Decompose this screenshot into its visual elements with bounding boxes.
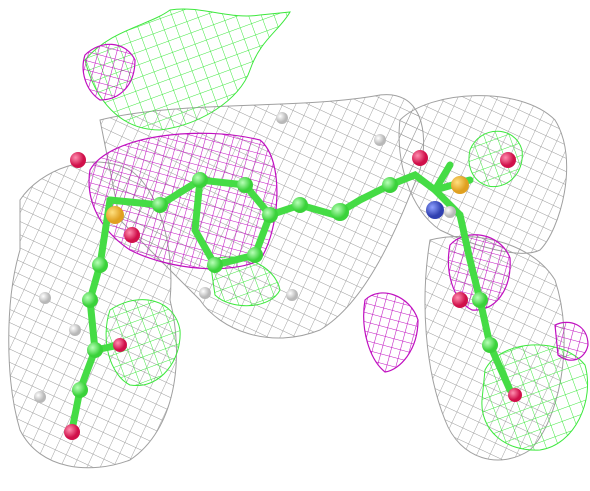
hydrogen-atom [34,391,46,403]
oxygen-atom [452,292,468,308]
carbon-atom [82,292,98,308]
oxygen-atom [124,227,140,243]
carbon-atom [482,337,498,353]
sulfur-atom [451,176,469,194]
carbon-atom [92,257,108,273]
hydrogen-atom [444,206,456,218]
carbon-atom [87,342,103,358]
carbon-atom [472,292,488,308]
carbon-atom [247,247,263,263]
hydrogen-atom [69,324,81,336]
page: Electron density map {} html, body { mar… [0,0,590,491]
oxygen-atom [500,152,516,168]
carbon-atom [292,197,308,213]
hydrogen-atom [39,292,51,304]
carbon-atom [152,197,168,213]
sulfur-atom [106,206,124,224]
oxygen-atom [64,424,80,440]
carbon-atom [262,207,278,223]
hydrogen-atom [276,112,288,124]
carbon-atom [207,257,223,273]
carbon-atom [72,382,88,398]
oxygen-atom [412,150,428,166]
density-map-render [0,0,590,491]
hydrogen-atom [286,289,298,301]
oxygen-atom [70,152,86,168]
carbon-atom [192,172,208,188]
carbon-atom [382,177,398,193]
oxygen-atom [508,388,522,402]
hydrogen-atom [199,287,211,299]
oxygen-atom [113,338,127,352]
nitrogen-atom [426,201,444,219]
carbon-atom [331,203,349,221]
hydrogen-atom [374,134,386,146]
carbon-atom [237,177,253,193]
page-body [0,0,590,491]
